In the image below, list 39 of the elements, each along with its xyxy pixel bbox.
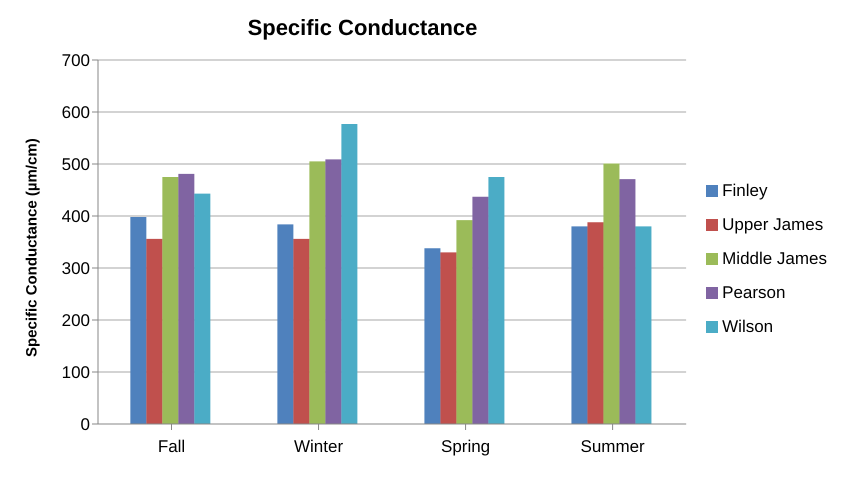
bar [619,179,636,424]
legend-label: Middle James [722,248,827,268]
bar [130,217,146,424]
x-tick-label: Fall [158,437,186,456]
y-axis-title: Specific Conductance (µm/cm) [23,138,40,357]
bar [587,222,604,424]
y-tick-label: 500 [62,155,90,174]
y-tick-label: 600 [62,103,90,122]
bar [488,177,504,424]
bar [162,177,178,424]
bar [635,226,652,424]
y-tick-label: 100 [62,363,90,382]
bar [293,238,310,424]
legend-label: Pearson [722,282,786,302]
bar [424,248,440,424]
y-tick-label: 300 [62,259,90,278]
bar [194,194,210,424]
bar [456,220,472,424]
bar [341,124,358,424]
bar [472,196,488,424]
legend-label: Wilson [722,316,774,336]
bar [440,252,456,424]
bar [146,238,162,424]
legend-label: Finley [722,180,768,200]
y-tick-label: 0 [80,415,90,434]
bar [309,161,326,424]
chart-title: Specific Conductance [246,14,478,42]
legend-label: Upper James [722,214,824,234]
x-tick-label: Spring [441,437,490,456]
bar [178,174,194,424]
y-tick-label: 200 [62,311,90,330]
x-tick-label: Winter [294,437,344,456]
bar [603,163,620,424]
bar [277,224,294,424]
bar [325,159,342,424]
y-tick-label: 700 [62,51,90,70]
bar [571,226,588,424]
y-tick-label: 400 [62,207,90,226]
x-tick-label: Summer [580,437,646,456]
